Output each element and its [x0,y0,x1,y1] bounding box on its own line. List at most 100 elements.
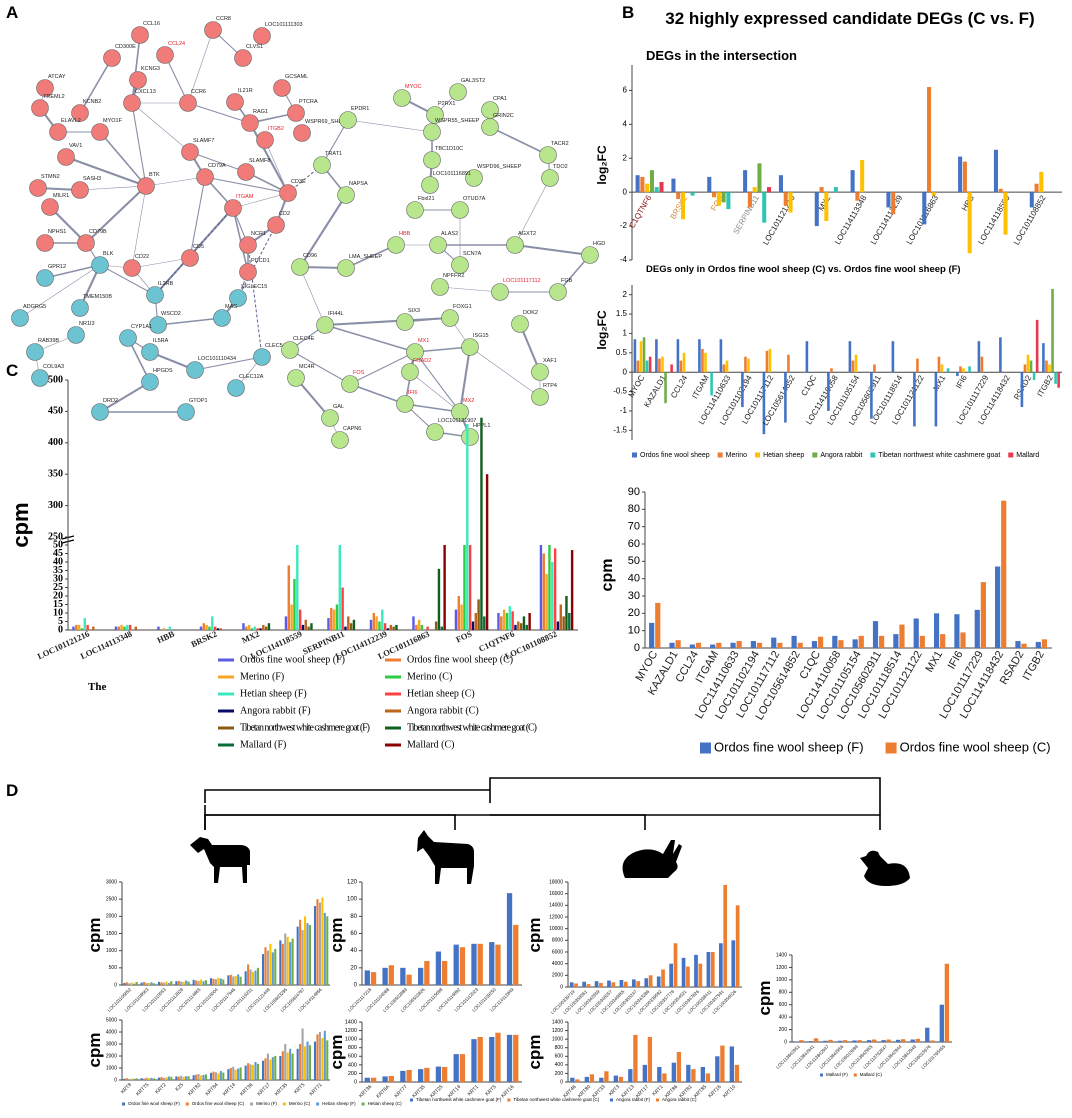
legend-swatch [385,675,401,679]
legend-label: Merino (C) [289,1101,311,1106]
node-label: CLEC4E [293,336,315,342]
bar [517,621,520,630]
bar [219,1071,222,1080]
bar [211,616,214,630]
network-edge [99,264,156,296]
bar [128,983,131,985]
tree-bracket [204,814,646,830]
network-node [41,198,59,216]
bar [244,1065,247,1080]
legend-label: Merino (C) [407,671,452,682]
bar [381,609,384,630]
network-edge [131,185,147,269]
bar [649,622,655,648]
bar [420,624,424,630]
bar [611,982,616,987]
bar [922,192,927,225]
network-edge [187,102,251,124]
network-node [341,375,359,393]
node-label: FOXG1 [453,304,472,310]
bar [249,969,252,985]
y-tick-label: 1000 [106,948,117,954]
bar [313,1041,317,1080]
legend-swatch [218,692,234,696]
bar [205,624,208,630]
node-label: GTOP1 [189,398,208,404]
bar [569,982,574,987]
legend-label: Merino (F) [240,671,284,682]
network-node [31,99,49,117]
legend-label: Angora rabbit (C) [662,1097,697,1102]
bar [511,611,514,630]
network-node [449,83,467,101]
bar [1054,372,1057,384]
node-label: CAPN6 [343,426,361,432]
x-tick-label: BRSK2 [189,629,218,650]
bar [80,628,84,630]
network-edge [514,177,551,246]
bar [229,974,232,985]
y-tick-label: 600 [779,1002,788,1008]
y-tick-label: 2000 [106,914,117,920]
legend-label: Hetian sheep (F) [322,1101,356,1106]
bar [705,1073,711,1082]
chart: 0200400600800100012001400LOC113842951LOC… [755,952,952,1070]
bar [440,626,443,630]
bar [1021,643,1027,648]
y-tick-label: 1500 [106,931,117,937]
legend-label: Merino (F) [256,1101,277,1106]
network-edge [514,243,591,257]
network-node [531,363,549,381]
bar [227,975,230,985]
bar [698,963,703,987]
network-edge [187,29,214,104]
y-tick-label: 2000 [552,973,563,979]
bar [771,637,777,648]
bar [453,1054,459,1082]
network-node [316,316,334,334]
bar [725,360,729,373]
bar [219,628,222,630]
node-label: HBB [399,231,411,237]
node-label: P2RX1 [438,101,455,107]
legend-label: Tibetan northwest white cashmere goat (F… [416,1097,502,1102]
bar [642,337,646,373]
bar [418,1069,424,1082]
bar [483,616,486,630]
bar [296,1048,299,1080]
legend-label: Hetian sheep [763,452,804,459]
bar [150,982,153,985]
bar [130,982,133,985]
bar [879,635,885,648]
bar [150,1077,153,1080]
node-label: HGD [593,241,605,247]
network-edge [44,264,101,279]
bar [993,149,998,193]
bar [659,182,664,193]
node-label: VAV1 [69,143,82,149]
y-axis-label: cpm [327,918,346,953]
bar [657,1067,662,1082]
bar [245,626,248,630]
bar [1041,639,1048,648]
bar [395,624,398,630]
bar [254,970,257,985]
bar [195,980,198,985]
bar [636,360,640,373]
bar [86,624,89,630]
node-label: TMEM150B [83,294,112,300]
network-edge [131,34,141,104]
bar [752,187,757,193]
bar [959,366,962,373]
bar [388,965,394,985]
network-edge [249,122,289,194]
bar [623,981,628,987]
bar [145,982,148,985]
bar [750,641,757,648]
node-label: PDCD1 [251,258,270,264]
bar [765,350,769,373]
bar [514,624,517,630]
tree-bracket [489,777,881,815]
network-node [11,309,29,327]
